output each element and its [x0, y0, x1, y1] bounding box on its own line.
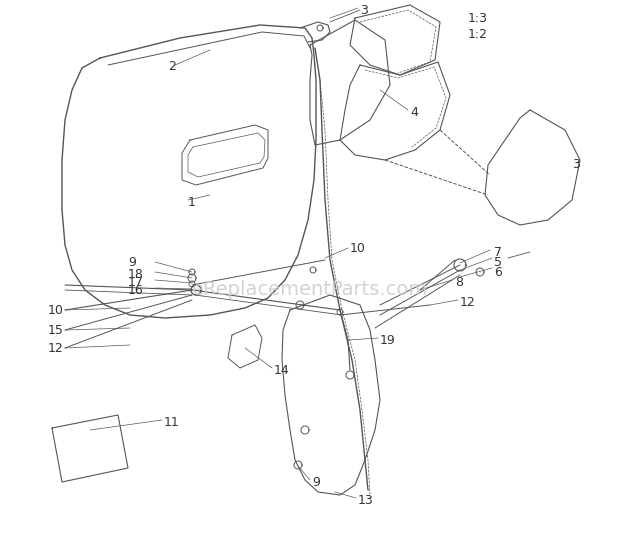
- Text: 18: 18: [128, 267, 144, 280]
- Text: 10: 10: [48, 303, 64, 316]
- Text: 15: 15: [48, 324, 64, 337]
- Text: 19: 19: [380, 333, 396, 346]
- Text: 7: 7: [494, 245, 502, 258]
- Text: 3: 3: [360, 4, 368, 17]
- Text: 9: 9: [128, 256, 136, 269]
- Text: 12: 12: [48, 341, 64, 354]
- Text: 9: 9: [312, 475, 320, 488]
- Text: 6: 6: [494, 265, 502, 279]
- Text: 3: 3: [572, 159, 580, 172]
- Text: 1:2: 1:2: [468, 27, 488, 41]
- Text: eReplacementParts.com: eReplacementParts.com: [192, 280, 428, 299]
- Text: 13: 13: [358, 494, 374, 507]
- Text: 5: 5: [494, 256, 502, 269]
- Text: 8: 8: [455, 276, 463, 288]
- Text: 2: 2: [168, 61, 176, 73]
- Text: 1:3: 1:3: [468, 11, 488, 25]
- Text: 17: 17: [128, 276, 144, 288]
- Text: 4: 4: [410, 106, 418, 118]
- Text: 1: 1: [188, 197, 196, 210]
- Text: 10: 10: [350, 242, 366, 255]
- Text: 11: 11: [164, 415, 180, 428]
- Text: 14: 14: [274, 363, 290, 376]
- Text: 12: 12: [460, 295, 476, 309]
- Text: 16: 16: [128, 284, 144, 296]
